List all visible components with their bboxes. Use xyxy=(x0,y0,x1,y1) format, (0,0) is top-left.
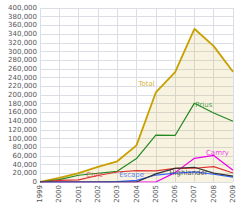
svg-text:0: 0 xyxy=(33,178,37,186)
svg-text:240,000: 240,000 xyxy=(8,74,37,82)
svg-text:Total: Total xyxy=(137,80,154,88)
svg-text:2008: 2008 xyxy=(210,185,218,203)
svg-text:380,000: 380,000 xyxy=(8,13,37,21)
svg-text:340,000: 340,000 xyxy=(8,30,37,38)
svg-text:2007: 2007 xyxy=(190,185,198,203)
svg-text:Camry: Camry xyxy=(206,149,229,157)
svg-text:Civic: Civic xyxy=(86,171,103,179)
svg-text:300,000: 300,000 xyxy=(8,48,37,56)
svg-text:Prius: Prius xyxy=(195,101,212,109)
svg-text:Escape: Escape xyxy=(119,171,144,179)
svg-text:320,000: 320,000 xyxy=(8,39,37,47)
svg-text:400,000: 400,000 xyxy=(8,4,37,12)
svg-text:60,000: 60,000 xyxy=(13,152,38,160)
svg-text:2005: 2005 xyxy=(152,185,160,203)
svg-text:20,000: 20,000 xyxy=(13,169,38,177)
svg-text:360,000: 360,000 xyxy=(8,21,37,29)
svg-text:80,000: 80,000 xyxy=(13,143,38,151)
svg-text:220,000: 220,000 xyxy=(8,82,37,90)
svg-text:2000: 2000 xyxy=(55,185,63,203)
svg-text:2003: 2003 xyxy=(113,185,121,203)
svg-text:2001: 2001 xyxy=(75,185,83,203)
svg-text:40,000: 40,000 xyxy=(13,161,38,169)
svg-text:280,000: 280,000 xyxy=(8,56,37,64)
svg-text:Highlander: Highlander xyxy=(169,169,208,177)
svg-text:260,000: 260,000 xyxy=(8,65,37,73)
svg-text:200,000: 200,000 xyxy=(8,91,37,99)
svg-text:2006: 2006 xyxy=(171,184,179,202)
svg-text:2009: 2009 xyxy=(229,185,237,203)
svg-text:100,000: 100,000 xyxy=(8,135,37,143)
svg-text:1999: 1999 xyxy=(36,185,44,203)
svg-text:160,000: 160,000 xyxy=(8,108,37,116)
svg-text:2002: 2002 xyxy=(94,185,102,203)
svg-text:120,000: 120,000 xyxy=(8,126,37,134)
svg-text:140,000: 140,000 xyxy=(8,117,37,125)
svg-text:180,000: 180,000 xyxy=(8,100,37,108)
svg-text:2004: 2004 xyxy=(133,184,141,202)
